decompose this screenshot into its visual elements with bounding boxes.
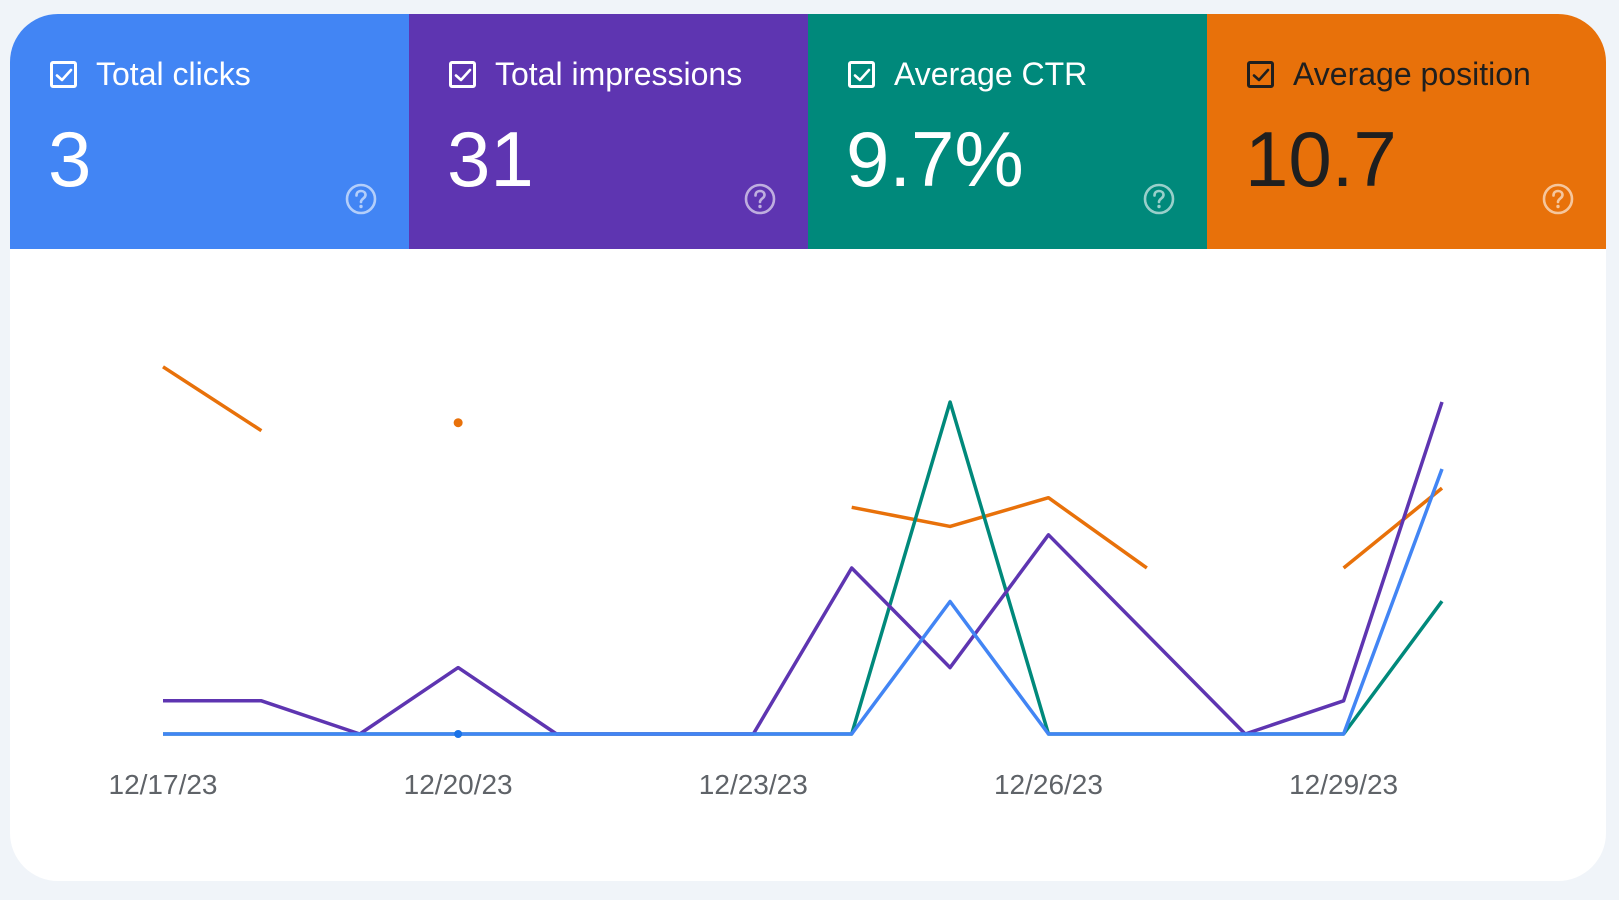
tile-header: Average position [1247, 56, 1531, 93]
tile-total-clicks[interactable]: Total clicks 3 [10, 14, 409, 249]
tile-label: Average CTR [894, 56, 1088, 92]
checkbox-checked-icon[interactable] [1247, 61, 1274, 88]
series-layer [162, 365, 1444, 738]
x-tick-label: 12/20/23 [404, 769, 513, 800]
series-point [453, 418, 463, 428]
tile-header: Average CTR [848, 56, 1087, 93]
performance-card: Total clicks 3 Total impressions 31 [10, 14, 1606, 881]
series-line [163, 401, 1444, 736]
series-point [454, 730, 463, 738]
x-tick-label: 12/29/23 [1289, 769, 1398, 800]
tile-value: 10.7 [1245, 115, 1397, 203]
tile-average-position[interactable]: Average position 10.7 [1207, 14, 1606, 249]
tile-value: 3 [48, 115, 92, 203]
series-segment [163, 400, 1444, 736]
series-segment [163, 401, 1444, 736]
tile-total-impressions[interactable]: Total impressions 31 [409, 14, 808, 249]
series-segment [851, 495, 1148, 570]
checkbox-checked-icon[interactable] [848, 61, 875, 88]
help-circle-icon[interactable] [1542, 183, 1574, 215]
metric-tiles: Total clicks 3 Total impressions 31 [10, 14, 1606, 249]
x-tick-label: 12/26/23 [994, 769, 1103, 800]
checkbox-checked-icon[interactable] [50, 61, 77, 88]
line-chart: 12/17/23 12/20/23 12/23/23 12/26/23 12/29/23 [109, 365, 1444, 800]
tile-average-ctr[interactable]: Average CTR 9.7% [808, 14, 1207, 249]
series-segment [162, 365, 263, 433]
tile-value: 9.7% [846, 115, 1024, 203]
help-circle-icon[interactable] [345, 183, 377, 215]
checkbox-checked-icon[interactable] [449, 61, 476, 88]
tile-label: Average position [1293, 56, 1531, 92]
tile-header: Total clicks [50, 56, 251, 93]
help-circle-icon[interactable] [1143, 183, 1175, 215]
x-axis-ticks: 12/17/23 12/20/23 12/23/23 12/26/23 12/29/23 [109, 769, 1399, 800]
tile-header: Total impressions [449, 56, 742, 93]
help-circle-icon[interactable] [744, 183, 776, 215]
x-tick-label: 12/23/23 [699, 769, 808, 800]
tile-label: Total impressions [495, 56, 743, 92]
series-line [163, 400, 1444, 736]
series-line [162, 365, 1444, 570]
series-segment [1342, 486, 1444, 570]
x-tick-label: 12/17/23 [109, 769, 218, 800]
series-segment [163, 468, 1444, 736]
tile-value: 31 [447, 115, 534, 203]
tile-label: Total clicks [96, 56, 251, 92]
series-line [163, 468, 1444, 736]
